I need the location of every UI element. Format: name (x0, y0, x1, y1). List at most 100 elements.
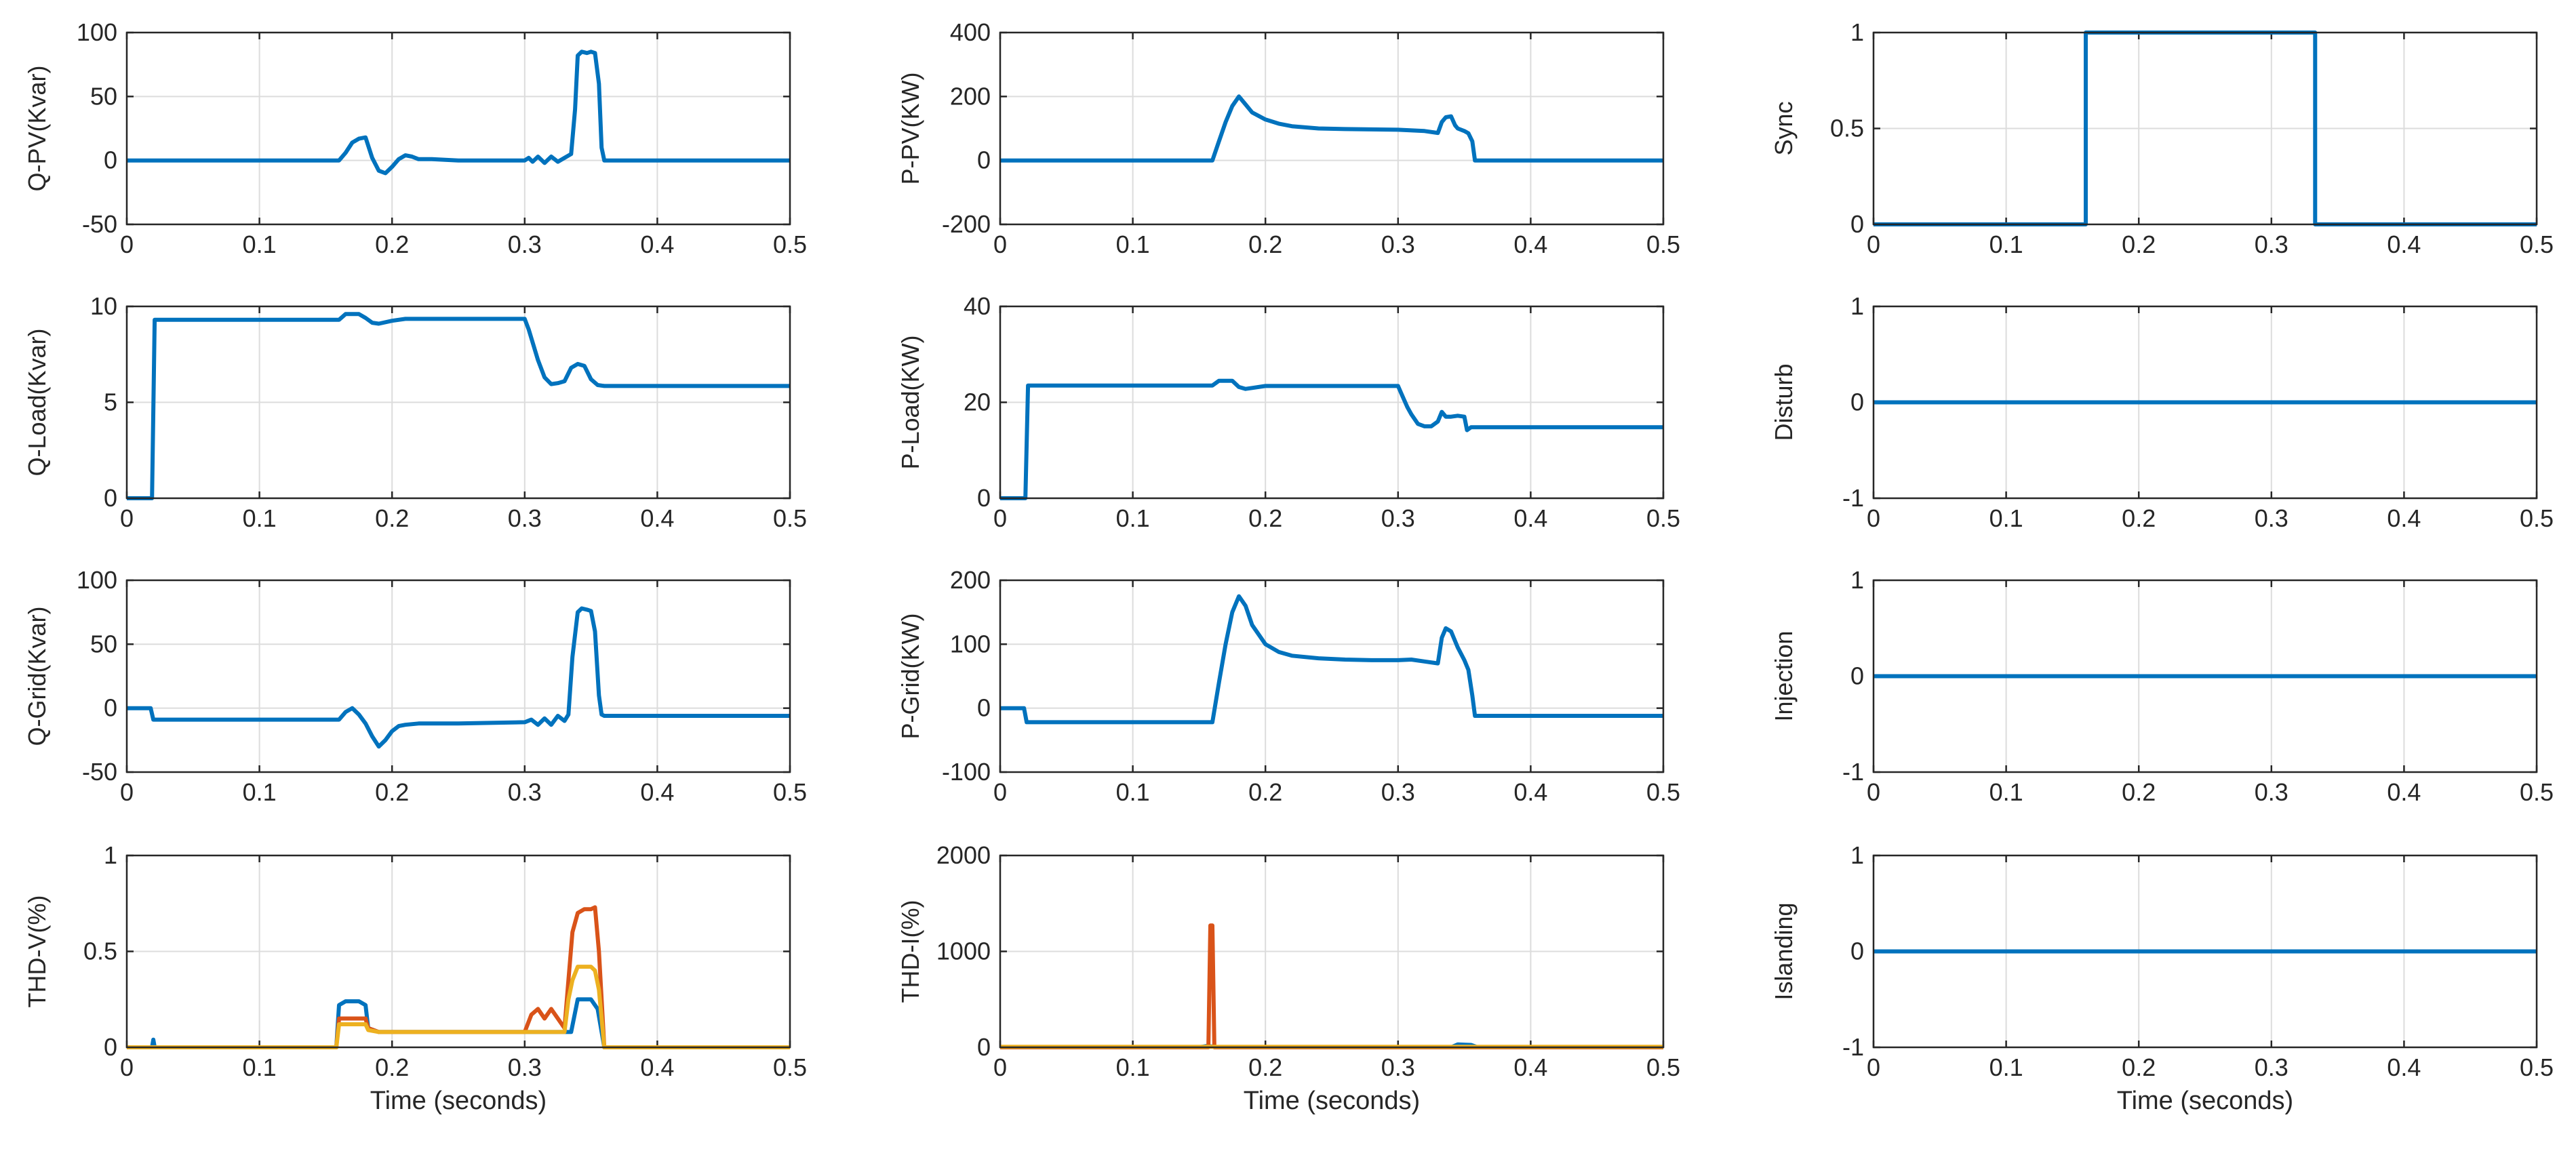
x-tick-label: 0.1 (1116, 230, 1150, 258)
y-axis-title: Q-PV(Kvar) (23, 65, 51, 191)
x-tick-label: 0.1 (1989, 230, 2023, 258)
y-tick-label: 0.5 (1830, 115, 1864, 142)
x-tick-label: 0.5 (2520, 778, 2554, 806)
y-axis-title: Q-Grid(Kvar) (23, 607, 51, 746)
subplot-thd-i: 0 0.1 0.2 0.3 0.4 0.5 0 1000 2000 THD-I(%) Time (s… (896, 841, 1680, 1115)
x-tick-label: 0.4 (2387, 230, 2421, 258)
x-axis-title: Time (seconds) (2117, 1087, 2293, 1115)
x-tick-label: 0.4 (2387, 504, 2421, 532)
x-tick-label: 0.3 (508, 504, 542, 532)
x-tick-label: 0.1 (1989, 1053, 2023, 1081)
y-tick-label: -50 (82, 210, 117, 238)
y-tick-label: -1 (1842, 484, 1864, 512)
y-tick-label: 1 (1850, 18, 1864, 46)
y-tick-label: 0 (977, 1033, 991, 1061)
x-tick-label: 0.5 (2520, 1053, 2554, 1081)
x-tick-label: 0.4 (2387, 1053, 2421, 1081)
y-tick-label: -50 (82, 758, 117, 786)
x-tick-label: 0.3 (2255, 778, 2288, 806)
axes-frame (125, 854, 791, 1049)
axes-frame (125, 31, 791, 226)
y-tick-label: 0 (104, 146, 117, 174)
x-tick-label: 0.4 (640, 778, 674, 806)
x-tick-label: 0.2 (2122, 778, 2156, 806)
x-tick-label: 0 (1867, 504, 1880, 532)
series-line-thd-v-phase-3 (127, 965, 790, 1049)
x-tick-label: 0.2 (2122, 504, 2156, 532)
axes-frame (1872, 305, 2538, 500)
x-tick-label: 0 (120, 504, 134, 532)
x-tick-label: 0 (120, 230, 134, 258)
axes-frame (125, 305, 791, 500)
x-tick-label: 0.2 (375, 504, 409, 532)
x-tick-label: 0.4 (640, 1053, 674, 1081)
x-tick-label: 0.2 (2122, 1053, 2156, 1081)
y-tick-label: 0 (104, 694, 117, 722)
y-tick-label: 1 (1850, 566, 1864, 594)
y-axis-title: THD-V(%) (23, 895, 51, 1008)
x-tick-label: 0 (1867, 1053, 1880, 1081)
y-tick-label: 5 (104, 388, 117, 416)
series-line-q-grid (127, 606, 790, 749)
axes-frame (999, 31, 1665, 226)
y-tick-label: 40 (964, 292, 991, 320)
series-line-p-grid (1000, 594, 1663, 725)
x-tick-label: 0.4 (640, 504, 674, 532)
x-tick-label: 0.1 (243, 1053, 277, 1081)
x-tick-label: 0.3 (1381, 230, 1415, 258)
axes-frame (999, 305, 1665, 500)
y-tick-label: 100 (77, 18, 117, 46)
y-axis-title: P-Load(KW) (896, 335, 924, 469)
x-tick-label: 0.1 (243, 504, 277, 532)
y-axis-title: Q-Load(Kvar) (23, 328, 51, 476)
y-tick-label: 0 (1850, 388, 1864, 416)
x-tick-label: 0.3 (1381, 778, 1415, 806)
x-tick-label: 0.2 (1248, 778, 1282, 806)
x-tick-label: 0 (993, 1053, 1007, 1081)
y-axis-title: Disturb (1770, 363, 1798, 441)
axes-frame (1872, 579, 2538, 773)
y-tick-label: 20 (964, 388, 991, 416)
x-tick-label: 0.5 (2520, 504, 2554, 532)
y-tick-label: 1 (1850, 292, 1864, 320)
x-tick-label: 0 (120, 1053, 134, 1081)
y-tick-label: 0 (1850, 938, 1864, 965)
y-tick-label: 0 (977, 484, 991, 512)
x-tick-label: 0.1 (243, 230, 277, 258)
axes-frame (125, 579, 791, 773)
x-tick-label: 0 (120, 778, 134, 806)
x-tick-label: 0.3 (2255, 504, 2288, 532)
x-tick-label: 0.2 (1248, 230, 1282, 258)
x-axis-title: Time (seconds) (370, 1087, 547, 1115)
x-tick-label: 0.5 (773, 1053, 807, 1081)
subplot-sync: 0 0.1 0.2 0.3 0.4 0.5 0 0.5 1 Sync (1770, 18, 2554, 258)
plot-area (127, 580, 790, 772)
x-tick-label: 0.5 (773, 230, 807, 258)
x-tick-label: 0.5 (1646, 778, 1680, 806)
x-tick-label: 0.4 (1513, 1053, 1547, 1081)
series-line-p-pv (1000, 94, 1663, 163)
y-tick-label: 1 (104, 841, 117, 869)
y-tick-label: 200 (950, 566, 991, 594)
y-tick-label: 2000 (936, 841, 991, 869)
x-tick-label: 0.2 (375, 1053, 409, 1081)
y-tick-label: -1 (1842, 1033, 1864, 1061)
y-axis-title: Injection (1770, 630, 1798, 721)
y-tick-label: 1000 (936, 938, 991, 965)
y-axis-title: Sync (1770, 101, 1798, 155)
x-tick-label: 0.1 (1989, 778, 2023, 806)
x-tick-label: 0.3 (508, 778, 542, 806)
x-tick-label: 0 (993, 778, 1007, 806)
x-tick-label: 0.3 (1381, 1053, 1415, 1081)
x-tick-label: 0.2 (375, 230, 409, 258)
x-tick-label: 0.3 (508, 1053, 542, 1081)
y-tick-label: 0 (104, 1033, 117, 1061)
subplot-q-load-kvar: 0 0.1 0.2 0.3 0.4 0.5 0 5 10 Q-Load(Kvar) (23, 292, 807, 532)
x-tick-label: 0.5 (773, 778, 807, 806)
y-axis-title: THD-I(%) (896, 900, 924, 1003)
y-axis-title: P-Grid(KW) (896, 613, 924, 740)
